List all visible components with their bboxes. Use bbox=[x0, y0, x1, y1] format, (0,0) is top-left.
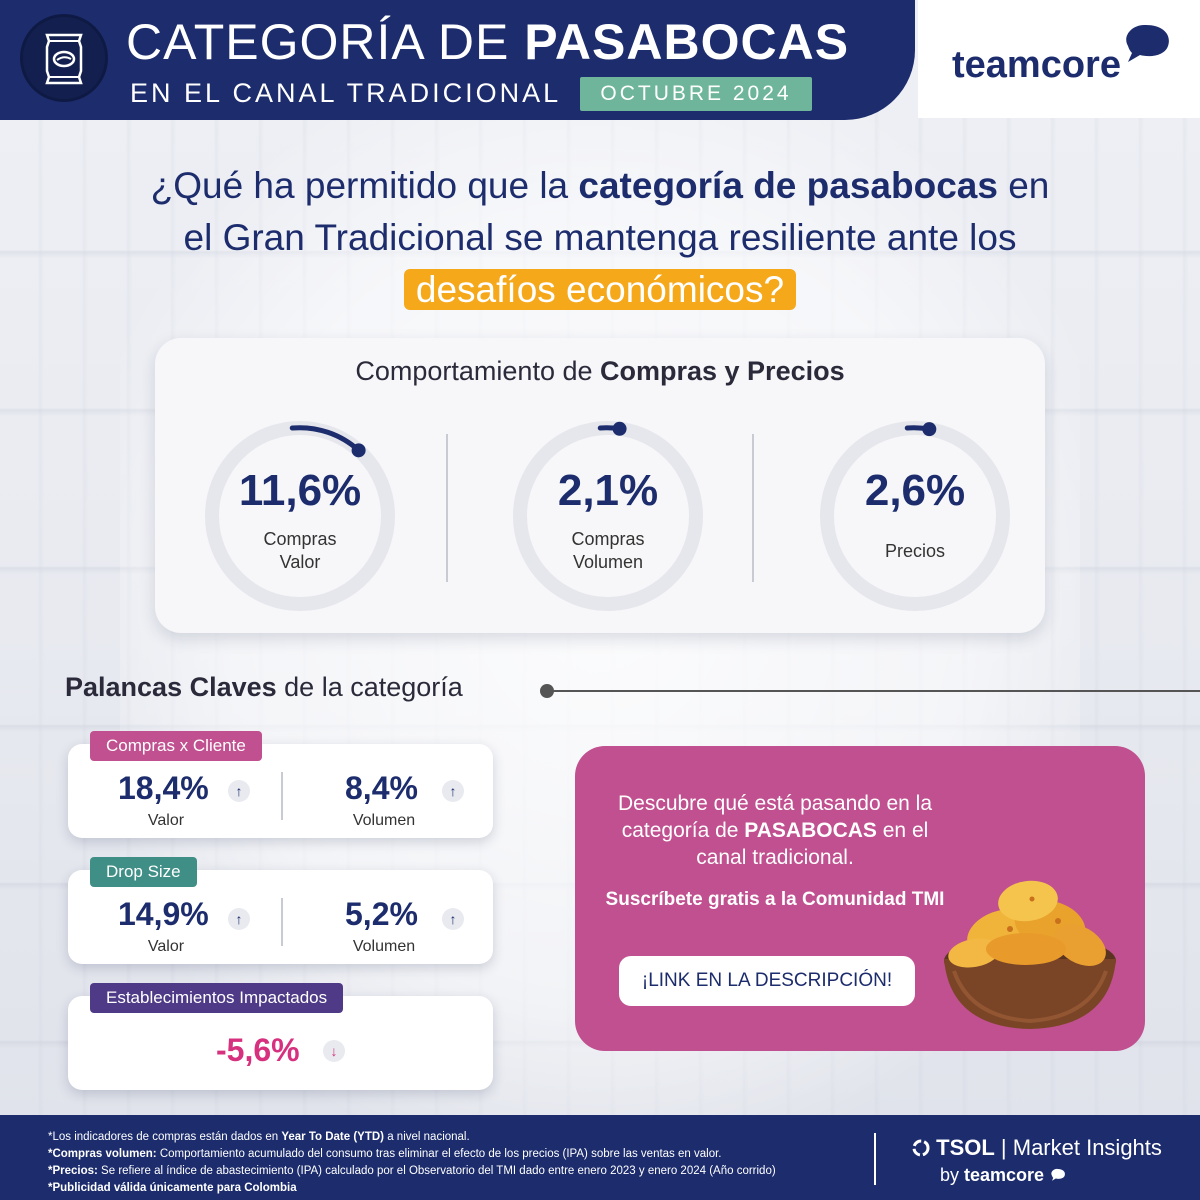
gauge-compras-volumen: 2,1% Compras Volumen bbox=[508, 416, 708, 616]
gauge-value: 11,6% bbox=[238, 466, 362, 515]
compras-cliente-valor-label: Valor bbox=[147, 812, 185, 829]
arrow-down-icon: ↓ bbox=[323, 1040, 345, 1062]
title-line bbox=[546, 690, 1200, 692]
speech-bubble-icon bbox=[1126, 24, 1169, 62]
card-title: Comportamiento de Compras y Precios bbox=[355, 356, 845, 386]
page-title: CATEGORÍA DE PASABOCAS bbox=[126, 14, 850, 70]
speech-bubble-icon bbox=[1051, 1168, 1066, 1181]
divider bbox=[446, 434, 448, 582]
establecimientos-value: -5,6% bbox=[216, 1032, 300, 1068]
gauge-precios: 2,6% Precios bbox=[815, 416, 1015, 616]
tsol-icon bbox=[912, 1139, 930, 1157]
gauge-compras-valor: 11,6% Compras Valor bbox=[200, 416, 400, 616]
footer: *Los indicadores de compras están dados … bbox=[0, 1115, 1200, 1200]
drop-size-volumen: 5,2% bbox=[345, 896, 418, 932]
divider bbox=[281, 898, 283, 946]
compras-cliente-tag: Compras x Cliente bbox=[90, 731, 262, 761]
gauge-value: 2,6% bbox=[864, 466, 966, 515]
compras-precios-card: Comportamiento de Compras y Precios 11,6… bbox=[155, 338, 1045, 633]
by-teamcore: by teamcore bbox=[940, 1165, 1067, 1186]
link-button[interactable]: ¡LINK EN LA DESCRIPCIÓN! bbox=[619, 956, 915, 1006]
palancas-title: Palancas Claves de la categoría bbox=[65, 672, 463, 702]
arrow-up-icon: ↑ bbox=[228, 908, 250, 930]
divider bbox=[281, 772, 283, 820]
drop-size-valor-label: Valor bbox=[147, 938, 185, 955]
snack-bag-icon bbox=[20, 14, 108, 102]
establecimientos-tag: Establecimientos Impactados bbox=[90, 983, 344, 1013]
promo-cta: Suscríbete gratis a la Comunidad TMI bbox=[605, 889, 945, 910]
drop-size-valor: 14,9% bbox=[118, 896, 209, 932]
drop-size-tag: Drop Size bbox=[90, 857, 197, 887]
compras-cliente-valor: 18,4% bbox=[118, 770, 209, 806]
arrow-up-icon: ↑ bbox=[442, 780, 464, 802]
promo-text: Descubre qué está pasando en la categorí… bbox=[617, 792, 933, 869]
tsol-logo: TSOL | Market Insights bbox=[912, 1135, 1162, 1161]
drop-size-volumen-label: Volumen bbox=[352, 938, 416, 955]
month-badge: OCTUBRE 2024 bbox=[580, 77, 812, 111]
header-banner: CATEGORÍA DE PASABOCAS EN EL CANAL TRADI… bbox=[0, 0, 915, 120]
gauge-value: 2,1% bbox=[557, 466, 659, 515]
chips-bowl-icon bbox=[944, 880, 1116, 1029]
question-highlight: desafíos económicos? bbox=[403, 269, 797, 310]
arrow-up-icon: ↑ bbox=[228, 780, 250, 802]
main-question: ¿Qué ha permitido que la categoría de pa… bbox=[150, 165, 1050, 310]
brand-logo-text: teamcore bbox=[952, 44, 1121, 86]
divider bbox=[874, 1133, 876, 1185]
gauge-label: Compras Valor bbox=[263, 529, 337, 572]
compras-cliente-volumen: 8,4% bbox=[345, 770, 418, 806]
arrow-up-icon: ↑ bbox=[442, 908, 464, 930]
promo-card: Descubre qué está pasando en la categorí… bbox=[575, 746, 1145, 1051]
gauge-label: Compras Volumen bbox=[571, 529, 645, 572]
compras-cliente-volumen-label: Volumen bbox=[352, 812, 416, 829]
divider bbox=[752, 434, 754, 582]
gauge-label: Precios bbox=[884, 541, 946, 561]
brand-area bbox=[918, 0, 1200, 118]
page-subtitle: EN EL CANAL TRADICIONAL bbox=[130, 78, 562, 108]
footer-notes: *Los indicadores de compras están dados … bbox=[48, 1131, 776, 1194]
